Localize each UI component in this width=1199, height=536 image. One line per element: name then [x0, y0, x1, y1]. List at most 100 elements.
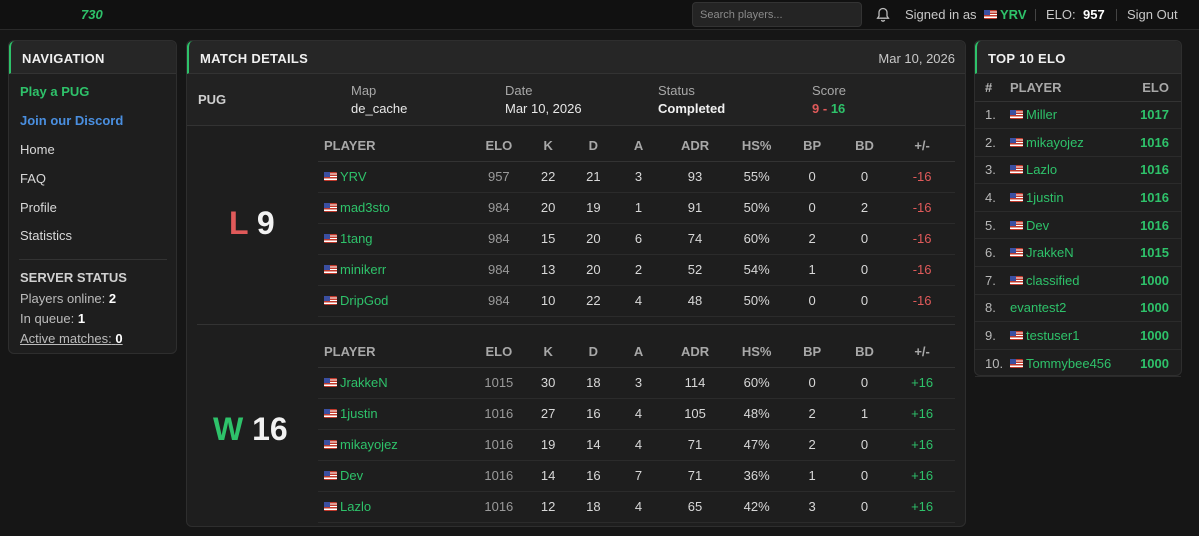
player-name-link[interactable]: Miller: [1026, 107, 1058, 123]
divider: [1035, 9, 1036, 21]
player-cell[interactable]: DripGod: [318, 285, 473, 317]
nav-home[interactable]: Home: [20, 142, 55, 157]
player-name-link[interactable]: DripGod: [340, 293, 389, 308]
player-name-link[interactable]: Tommybee456: [1026, 355, 1112, 371]
player-name-link[interactable]: testuser1: [1026, 328, 1080, 344]
player-name-link[interactable]: evantest2: [1010, 300, 1067, 316]
active-matches-link[interactable]: Active matches: 0: [20, 331, 123, 346]
player-name-link[interactable]: Dev: [1026, 217, 1050, 233]
team1-score: L 9: [229, 205, 275, 242]
stat-a: 3: [615, 161, 662, 193]
stat-bp: 2: [784, 398, 840, 430]
player-name-link[interactable]: mikayojez: [340, 437, 398, 452]
elo-value: 1000: [1131, 266, 1181, 295]
stat-elo: 1016: [472, 460, 526, 492]
player-name-link[interactable]: YRV: [340, 169, 367, 184]
elo-value: 1017: [1131, 101, 1181, 130]
us-flag-icon: [1010, 331, 1023, 341]
player-cell[interactable]: Dev: [318, 460, 473, 492]
stat-k: 22: [525, 161, 571, 193]
nav-play-pug[interactable]: Play a PUG: [20, 84, 90, 99]
leaderboard-row: 8. evantest2 1000: [975, 294, 1181, 323]
elo-value: 1015: [1131, 238, 1181, 268]
player-cell[interactable]: JrakkeN: [318, 367, 473, 399]
player-name-link[interactable]: JrakkeN: [340, 375, 388, 390]
stat-d: 19: [570, 192, 616, 224]
player-name-link[interactable]: Lazlo: [1026, 162, 1058, 178]
stat-plus-minus: +16: [889, 367, 955, 399]
bell-icon[interactable]: [876, 7, 890, 23]
stat-elo: 1016: [472, 429, 526, 461]
player-cell[interactable]: testuser1: [1010, 321, 1132, 350]
player-cell[interactable]: Dev: [1010, 211, 1132, 240]
score-value: 9 - 16: [812, 101, 845, 116]
top10-panel: TOP 10 ELO # PLAYER ELO 1. Miller 1017 2. mi…: [974, 40, 1182, 378]
stat-plus-minus: +16: [889, 398, 955, 430]
us-flag-icon: [324, 502, 337, 511]
player-name-link[interactable]: minikerr: [340, 262, 387, 277]
stat-a: 3: [615, 367, 662, 399]
nav-statistics[interactable]: Statistics: [20, 228, 73, 243]
player-name-link[interactable]: mad3sto: [340, 200, 390, 215]
top10-table: # PLAYER ELO 1. Miller 1017 2. mikayojez 1016…: [975, 74, 1181, 378]
stat-k: 30: [525, 367, 571, 399]
current-username: YRV: [1000, 7, 1027, 22]
player-cell[interactable]: JrakkeN: [1010, 238, 1132, 268]
stat-adr: 91: [661, 192, 729, 224]
stat-hs: 60%: [728, 223, 785, 255]
player-cell[interactable]: 1justin: [318, 398, 473, 430]
stat-bd: 0: [839, 285, 890, 317]
col-rank: #: [975, 74, 1010, 102]
player-cell[interactable]: Tommybee456: [1010, 349, 1132, 378]
team2-col-plus-minus: +/-: [889, 336, 955, 368]
signed-in-label: Signed in as: [905, 7, 977, 22]
stat-plus-minus: +16: [889, 460, 955, 492]
player-cell[interactable]: Miller: [1010, 101, 1132, 130]
players-online-value: 2: [108, 291, 117, 306]
us-flag-icon: [1010, 275, 1023, 285]
player-name-link[interactable]: JrakkeN: [1026, 245, 1074, 261]
current-user-link[interactable]: YRV: [984, 7, 1027, 22]
player-cell[interactable]: evantest2: [1010, 294, 1132, 323]
stat-bp: 2: [784, 223, 840, 255]
map-value: de_cache: [351, 101, 408, 116]
nav-profile[interactable]: Profile: [20, 200, 57, 215]
player-cell[interactable]: Lazlo: [1010, 156, 1132, 185]
player-cell[interactable]: mikayojez: [1010, 128, 1132, 157]
player-cell[interactable]: classified: [1010, 266, 1132, 295]
match-details-title: MATCH DETAILS: [187, 41, 965, 74]
player-name-link[interactable]: mikayojez: [1026, 134, 1084, 150]
search-input[interactable]: [692, 2, 862, 27]
player-name-link[interactable]: Lazlo: [340, 499, 372, 514]
player-cell[interactable]: minikerr: [318, 254, 473, 286]
nav-join-discord[interactable]: Join our Discord: [20, 113, 124, 128]
match-info-bar: PUG Map de_cache Date Mar 10, 2026 Statu…: [187, 74, 965, 126]
server-status-title: SERVER STATUS: [20, 270, 127, 285]
player-cell[interactable]: YRV: [318, 161, 473, 193]
elo-value: 1000: [1131, 349, 1181, 378]
player-name-link[interactable]: 1justin: [340, 406, 378, 421]
player-name-link[interactable]: 1tang: [340, 231, 373, 246]
us-flag-icon: [1010, 248, 1023, 258]
score-left: 9: [812, 101, 820, 116]
rank: 6.: [975, 238, 1010, 268]
player-cell[interactable]: 1tang: [318, 223, 473, 255]
player-cell[interactable]: 1justin: [1010, 183, 1132, 212]
player-cell[interactable]: Lazlo: [318, 491, 473, 523]
us-flag-icon: [324, 471, 337, 480]
sign-out-link[interactable]: Sign Out: [1127, 7, 1178, 22]
stat-elo: 1015: [472, 367, 526, 399]
player-name-link[interactable]: Dev: [340, 468, 364, 483]
site-logo[interactable]: 730: [81, 7, 103, 22]
stat-bp: 0: [784, 367, 840, 399]
player-cell[interactable]: mikayojez: [318, 429, 473, 461]
stat-bp: 0: [784, 192, 840, 224]
player-name-link[interactable]: classified: [1026, 272, 1080, 288]
stat-bd: 0: [839, 460, 890, 492]
stat-plus-minus: -16: [889, 254, 955, 286]
nav-faq[interactable]: FAQ: [20, 171, 47, 186]
navigation-panel: NAVIGATION Play a PUG Join our Discord H…: [8, 40, 177, 354]
player-cell[interactable]: mad3sto: [318, 192, 473, 224]
stat-k: 20: [525, 192, 571, 224]
player-name-link[interactable]: 1justin: [1026, 190, 1064, 206]
